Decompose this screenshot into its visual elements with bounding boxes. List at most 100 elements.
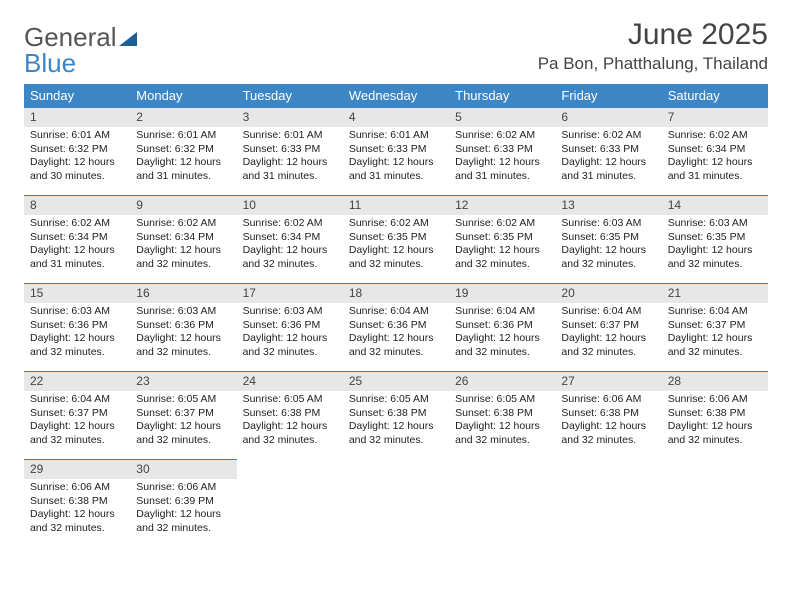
sunset-line: Sunset: 6:38 PM: [561, 407, 639, 419]
sunrise-line: Sunrise: 6:01 AM: [136, 129, 216, 141]
day-number: 12: [449, 195, 555, 215]
sunrise-line: Sunrise: 6:02 AM: [455, 129, 535, 141]
calendar-cell: 14Sunrise: 6:03 AMSunset: 6:35 PMDayligh…: [662, 195, 768, 283]
daylight-line: Daylight: 12 hours and 31 minutes.: [561, 156, 646, 181]
calendar-cell: 5Sunrise: 6:02 AMSunset: 6:33 PMDaylight…: [449, 107, 555, 195]
calendar-cell: 20Sunrise: 6:04 AMSunset: 6:37 PMDayligh…: [555, 283, 661, 371]
daylight-line: Daylight: 12 hours and 32 minutes.: [136, 332, 221, 357]
day-header: Monday: [130, 84, 236, 107]
day-number: 17: [237, 283, 343, 303]
sunrise-line: Sunrise: 6:01 AM: [30, 129, 110, 141]
sunrise-line: Sunrise: 6:04 AM: [30, 393, 110, 405]
calendar-cell: 10Sunrise: 6:02 AMSunset: 6:34 PMDayligh…: [237, 195, 343, 283]
day-body: Sunrise: 6:02 AMSunset: 6:34 PMDaylight:…: [662, 127, 768, 187]
calendar-cell: 12Sunrise: 6:02 AMSunset: 6:35 PMDayligh…: [449, 195, 555, 283]
sunset-line: Sunset: 6:33 PM: [455, 143, 533, 155]
day-header: Friday: [555, 84, 661, 107]
month-title: June 2025: [538, 18, 768, 52]
day-number: 25: [343, 371, 449, 391]
location: Pa Bon, Phatthalung, Thailand: [538, 54, 768, 74]
day-body: Sunrise: 6:05 AMSunset: 6:38 PMDaylight:…: [237, 391, 343, 451]
calendar-table: SundayMondayTuesdayWednesdayThursdayFrid…: [24, 84, 768, 547]
calendar-header-row: SundayMondayTuesdayWednesdayThursdayFrid…: [24, 84, 768, 107]
sunrise-line: Sunrise: 6:02 AM: [136, 217, 216, 229]
calendar-cell: 16Sunrise: 6:03 AMSunset: 6:36 PMDayligh…: [130, 283, 236, 371]
sunset-line: Sunset: 6:36 PM: [455, 319, 533, 331]
sunrise-line: Sunrise: 6:06 AM: [561, 393, 641, 405]
logo-triangle-icon: [119, 32, 137, 46]
daylight-line: Daylight: 12 hours and 32 minutes.: [561, 332, 646, 357]
day-number: 22: [24, 371, 130, 391]
day-body: Sunrise: 6:04 AMSunset: 6:36 PMDaylight:…: [449, 303, 555, 363]
day-body: Sunrise: 6:03 AMSunset: 6:35 PMDaylight:…: [662, 215, 768, 275]
sunrise-line: Sunrise: 6:05 AM: [136, 393, 216, 405]
calendar-cell: 23Sunrise: 6:05 AMSunset: 6:37 PMDayligh…: [130, 371, 236, 459]
daylight-line: Daylight: 12 hours and 31 minutes.: [668, 156, 753, 181]
calendar-week-row: 1Sunrise: 6:01 AMSunset: 6:32 PMDaylight…: [24, 107, 768, 195]
day-body: Sunrise: 6:04 AMSunset: 6:36 PMDaylight:…: [343, 303, 449, 363]
calendar-cell: 7Sunrise: 6:02 AMSunset: 6:34 PMDaylight…: [662, 107, 768, 195]
sunset-line: Sunset: 6:39 PM: [136, 495, 214, 507]
day-body: Sunrise: 6:06 AMSunset: 6:38 PMDaylight:…: [24, 479, 130, 539]
day-body: Sunrise: 6:05 AMSunset: 6:38 PMDaylight:…: [449, 391, 555, 451]
sunset-line: Sunset: 6:36 PM: [349, 319, 427, 331]
sunrise-line: Sunrise: 6:04 AM: [668, 305, 748, 317]
day-number: 16: [130, 283, 236, 303]
calendar-cell: 3Sunrise: 6:01 AMSunset: 6:33 PMDaylight…: [237, 107, 343, 195]
sunrise-line: Sunrise: 6:03 AM: [243, 305, 323, 317]
logo: General Blue: [24, 18, 137, 76]
daylight-line: Daylight: 12 hours and 32 minutes.: [243, 332, 328, 357]
day-number: 27: [555, 371, 661, 391]
day-number: 21: [662, 283, 768, 303]
day-number: 11: [343, 195, 449, 215]
sunrise-line: Sunrise: 6:02 AM: [30, 217, 110, 229]
calendar-cell: [237, 459, 343, 547]
daylight-line: Daylight: 12 hours and 31 minutes.: [136, 156, 221, 181]
sunrise-line: Sunrise: 6:05 AM: [243, 393, 323, 405]
day-body: Sunrise: 6:02 AMSunset: 6:33 PMDaylight:…: [555, 127, 661, 187]
day-body: Sunrise: 6:02 AMSunset: 6:35 PMDaylight:…: [449, 215, 555, 275]
day-body: Sunrise: 6:03 AMSunset: 6:35 PMDaylight:…: [555, 215, 661, 275]
calendar-week-row: 8Sunrise: 6:02 AMSunset: 6:34 PMDaylight…: [24, 195, 768, 283]
calendar-cell: 17Sunrise: 6:03 AMSunset: 6:36 PMDayligh…: [237, 283, 343, 371]
sunset-line: Sunset: 6:37 PM: [561, 319, 639, 331]
calendar-cell: 15Sunrise: 6:03 AMSunset: 6:36 PMDayligh…: [24, 283, 130, 371]
calendar-cell: 27Sunrise: 6:06 AMSunset: 6:38 PMDayligh…: [555, 371, 661, 459]
sunrise-line: Sunrise: 6:01 AM: [243, 129, 323, 141]
sunrise-line: Sunrise: 6:04 AM: [455, 305, 535, 317]
day-number: 23: [130, 371, 236, 391]
sunrise-line: Sunrise: 6:05 AM: [455, 393, 535, 405]
sunset-line: Sunset: 6:33 PM: [561, 143, 639, 155]
sunset-line: Sunset: 6:36 PM: [30, 319, 108, 331]
day-number: 14: [662, 195, 768, 215]
sunrise-line: Sunrise: 6:06 AM: [136, 481, 216, 493]
day-body: Sunrise: 6:02 AMSunset: 6:34 PMDaylight:…: [130, 215, 236, 275]
calendar-cell: 11Sunrise: 6:02 AMSunset: 6:35 PMDayligh…: [343, 195, 449, 283]
calendar-body: 1Sunrise: 6:01 AMSunset: 6:32 PMDaylight…: [24, 107, 768, 547]
calendar-cell: 2Sunrise: 6:01 AMSunset: 6:32 PMDaylight…: [130, 107, 236, 195]
sunset-line: Sunset: 6:35 PM: [349, 231, 427, 243]
sunset-line: Sunset: 6:35 PM: [668, 231, 746, 243]
daylight-line: Daylight: 12 hours and 32 minutes.: [30, 508, 115, 533]
day-body: Sunrise: 6:02 AMSunset: 6:34 PMDaylight:…: [237, 215, 343, 275]
calendar-cell: 24Sunrise: 6:05 AMSunset: 6:38 PMDayligh…: [237, 371, 343, 459]
calendar-cell: 30Sunrise: 6:06 AMSunset: 6:39 PMDayligh…: [130, 459, 236, 547]
header: General Blue June 2025 Pa Bon, Phatthalu…: [24, 18, 768, 76]
calendar-cell: 22Sunrise: 6:04 AMSunset: 6:37 PMDayligh…: [24, 371, 130, 459]
sunrise-line: Sunrise: 6:06 AM: [30, 481, 110, 493]
day-number: 8: [24, 195, 130, 215]
daylight-line: Daylight: 12 hours and 32 minutes.: [455, 244, 540, 269]
day-body: Sunrise: 6:04 AMSunset: 6:37 PMDaylight:…: [662, 303, 768, 363]
sunset-line: Sunset: 6:32 PM: [30, 143, 108, 155]
day-header: Saturday: [662, 84, 768, 107]
day-header: Tuesday: [237, 84, 343, 107]
sunrise-line: Sunrise: 6:02 AM: [668, 129, 748, 141]
day-body: Sunrise: 6:03 AMSunset: 6:36 PMDaylight:…: [237, 303, 343, 363]
sunrise-line: Sunrise: 6:02 AM: [349, 217, 429, 229]
daylight-line: Daylight: 12 hours and 32 minutes.: [243, 244, 328, 269]
daylight-line: Daylight: 12 hours and 31 minutes.: [455, 156, 540, 181]
day-number: 26: [449, 371, 555, 391]
day-body: Sunrise: 6:06 AMSunset: 6:39 PMDaylight:…: [130, 479, 236, 539]
sunrise-line: Sunrise: 6:02 AM: [243, 217, 323, 229]
day-number: 19: [449, 283, 555, 303]
